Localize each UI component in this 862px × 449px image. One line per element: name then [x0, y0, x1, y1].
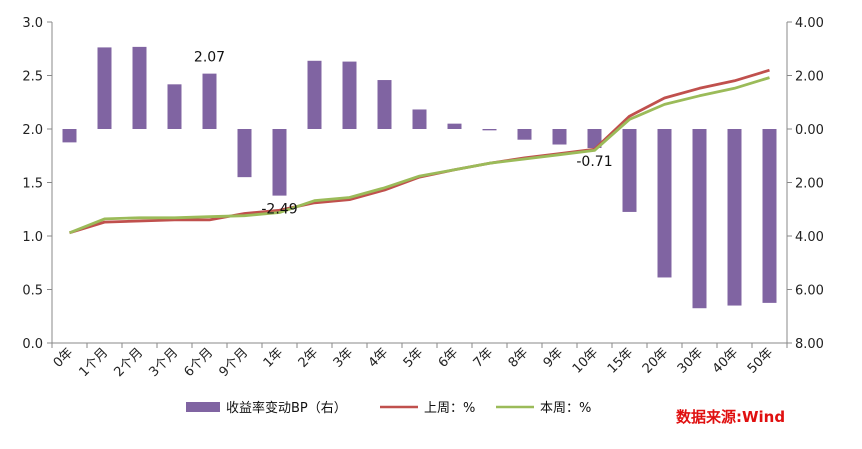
x-tick-label: 3年	[331, 345, 357, 371]
right-tick-label: 4.00	[795, 16, 824, 31]
legend: 收益率变动BP（右） 上周：% 本周：%	[186, 400, 591, 416]
bar-15年	[622, 129, 637, 212]
left-tick-label: 0.5	[22, 284, 43, 299]
bar-2个月	[132, 46, 147, 129]
x-tick-label: 8年	[506, 345, 532, 371]
x-tick-label: 30年	[675, 345, 706, 376]
x-tick-label: 7年	[471, 345, 497, 371]
data-label-6个月: 2.07	[194, 50, 225, 66]
bar-6年	[447, 123, 462, 129]
bar-40年	[727, 129, 742, 306]
x-tick-label: 9年	[541, 345, 567, 371]
bar-30年	[692, 129, 707, 309]
x-tick-label: 6年	[436, 345, 462, 371]
bar-3年	[342, 61, 357, 130]
right-tick-label: 2.00	[795, 70, 824, 85]
bar-1个月	[97, 47, 112, 129]
bar-7年	[482, 129, 497, 131]
right-tick-label: 4.00	[795, 230, 824, 245]
x-tick-label: 2个月	[111, 345, 146, 380]
line-series-layer	[68, 68, 770, 235]
bar-1年	[272, 129, 287, 196]
x-tick-label: 4年	[366, 345, 392, 371]
bar-4年	[377, 80, 392, 129]
legend-label-this-week: 本周：%	[540, 401, 591, 416]
x-tick-label: 10年	[570, 345, 601, 376]
x-tick-label: 3个月	[146, 345, 181, 380]
legend-label-last-week: 上周：%	[424, 401, 475, 416]
x-tick-label: 2年	[296, 345, 322, 371]
bar-8年	[517, 129, 532, 140]
right-tick-label: 2.00	[795, 177, 824, 192]
x-tick-label: 6个月	[181, 345, 216, 380]
bar-20年	[657, 129, 672, 278]
data-label-1年: -2.49	[261, 202, 297, 218]
bar-9个月	[237, 129, 252, 178]
left-tick-label: 0.0	[22, 337, 43, 352]
data-label-10年: -0.71	[576, 154, 612, 170]
left-tick-label: 2.0	[22, 123, 43, 138]
left-tick-label: 2.5	[22, 70, 43, 85]
x-tick-label: 50年	[745, 345, 776, 376]
bar-5年	[412, 109, 427, 129]
left-tick-label: 1.5	[22, 177, 43, 192]
x-tick-label: 1个月	[76, 345, 111, 380]
bar-2年	[307, 60, 322, 129]
x-tick-label: 40年	[710, 345, 741, 376]
bar-50年	[762, 129, 777, 303]
left-tick-label: 3.0	[22, 16, 43, 31]
bar-10年	[587, 129, 602, 148]
x-tick-label: 20年	[640, 345, 671, 376]
bar-9年	[552, 129, 567, 145]
x-tick-label: 9个月	[216, 345, 251, 380]
right-tick-label: 8.00	[795, 337, 824, 352]
bar-series-layer	[62, 46, 777, 309]
x-tick-label: 0年	[51, 345, 77, 371]
legend-swatch-bar	[186, 402, 220, 412]
bar-3个月	[167, 84, 182, 129]
line-series-this-week	[68, 76, 770, 235]
x-tick-label: 5年	[401, 345, 427, 371]
x-tick-label: 1年	[261, 345, 287, 371]
right-tick-label: 6.00	[795, 284, 824, 299]
left-tick-label: 1.0	[22, 230, 43, 245]
bar-6个月	[202, 73, 217, 129]
legend-label-bar: 收益率变动BP（右）	[226, 400, 347, 416]
right-tick-label: 0.00	[795, 123, 824, 138]
annotation-layer: 2.07 -2.49 -0.71	[194, 50, 613, 218]
bar-0年	[62, 129, 77, 143]
data-source-label: 数据来源:Wind	[676, 408, 785, 426]
x-tick-label: 15年	[605, 345, 636, 376]
